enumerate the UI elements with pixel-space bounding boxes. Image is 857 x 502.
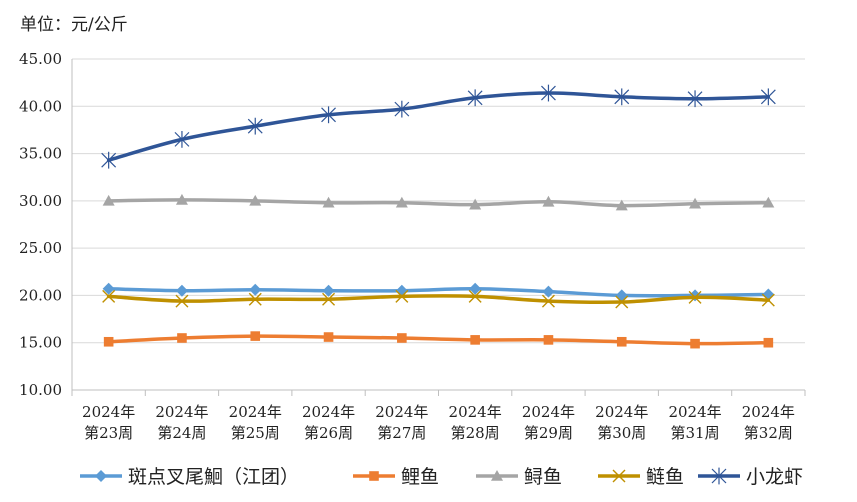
y-tick-label: 45.00	[19, 50, 62, 68]
diamond-marker	[102, 282, 115, 295]
series-4	[102, 289, 775, 309]
series-3	[102, 193, 775, 211]
diamond-marker	[249, 283, 262, 296]
x-tick-label: 2024年第28周	[449, 403, 502, 442]
asterisk-marker	[760, 88, 776, 106]
square-marker	[103, 336, 114, 347]
x-marker	[322, 292, 336, 306]
asterisk-marker	[247, 117, 263, 135]
series-line	[106, 287, 771, 298]
triangle-marker	[469, 198, 482, 210]
x-marker	[102, 289, 116, 303]
asterisk-marker	[687, 90, 703, 108]
legend-label: 鲟鱼	[524, 466, 562, 488]
legend-label: 小龙虾	[746, 466, 803, 488]
y-tick-label: 15.00	[19, 334, 62, 352]
triangle-marker	[395, 196, 408, 208]
x-tick-label: 2024年第27周	[375, 403, 428, 442]
y-tick-label: 35.00	[19, 145, 62, 163]
square-marker	[323, 332, 334, 342]
x-tick-label: 2024年第29周	[522, 403, 575, 442]
series-line	[106, 91, 771, 162]
y-tick-label: 30.00	[19, 192, 62, 210]
series-line	[106, 334, 771, 346]
x-tick-label: 2024年第30周	[595, 403, 648, 442]
x-tick-label: 2024年第32周	[742, 403, 795, 442]
x-marker	[248, 292, 262, 306]
x-marker	[175, 294, 189, 308]
diamond-marker	[689, 289, 702, 302]
legend-item-5: 小龙虾	[698, 466, 803, 488]
asterisk-marker	[711, 467, 727, 485]
diamond-marker	[322, 284, 335, 297]
triangle-marker	[689, 197, 702, 209]
legend-item-4: 鲢鱼	[598, 466, 684, 488]
series-2	[103, 331, 774, 349]
x-marker	[688, 290, 702, 304]
legend-item-2: 鲤鱼	[353, 466, 439, 488]
unit-label: 单位：元/公斤	[20, 15, 128, 35]
diamond-marker	[615, 289, 628, 302]
square-marker	[250, 331, 261, 341]
legend-label: 鲢鱼	[646, 466, 684, 488]
diamond-marker	[469, 282, 482, 295]
y-tick-label: 25.00	[19, 239, 62, 257]
square-marker	[543, 335, 554, 345]
x-tick-label: 2024年第31周	[668, 403, 721, 442]
x-tick-label: 2024年第24周	[155, 403, 208, 442]
x-tick-label: 2024年第25周	[229, 403, 282, 442]
triangle-marker	[491, 470, 503, 481]
square-marker	[177, 333, 187, 343]
asterisk-marker	[321, 106, 336, 124]
triangle-marker	[615, 199, 628, 211]
asterisk-marker	[614, 88, 630, 106]
x-marker	[761, 293, 775, 307]
legend-item-3: 鲟鱼	[476, 466, 562, 488]
x-marker	[612, 469, 626, 483]
legend-label: 斑点叉尾鮰（江团）	[128, 466, 299, 488]
series-5	[101, 84, 776, 169]
square-marker	[369, 471, 379, 481]
axes	[71, 59, 806, 396]
x-tick-label: 2024年第26周	[302, 403, 355, 442]
asterisk-marker	[101, 151, 117, 169]
diamond-marker	[542, 285, 555, 298]
square-marker	[690, 338, 700, 349]
triangle-marker	[175, 193, 188, 205]
y-tick-label: 20.00	[19, 286, 62, 304]
triangle-marker	[322, 196, 335, 208]
triangle-marker	[542, 195, 555, 207]
series-group	[101, 84, 776, 349]
x-tick-labels: 2024年第23周 2024年第24周 2024年第25周 2024年第26周 2024…	[82, 403, 795, 442]
triangle-marker	[102, 194, 115, 206]
triangle-marker	[762, 196, 775, 208]
asterisk-marker	[174, 130, 190, 148]
diamond-marker	[95, 470, 107, 482]
square-marker	[763, 337, 774, 348]
square-marker	[397, 333, 407, 343]
asterisk-marker	[467, 89, 483, 107]
x-marker	[468, 289, 482, 303]
x-marker	[615, 295, 629, 309]
series-line	[106, 198, 771, 208]
legend: 斑点叉尾鮰（江团） 鲤鱼 鲟鱼 鲢鱼 小龙虾	[80, 466, 803, 488]
x-marker	[395, 289, 409, 303]
y-tick-label: 10.00	[19, 381, 62, 399]
asterisk-marker	[394, 100, 410, 118]
diamond-marker	[175, 284, 188, 297]
triangle-marker	[249, 194, 262, 206]
x-tick-label: 2024年第23周	[82, 403, 135, 442]
y-tick-labels: 10.00 15.00 20.00 25.00 30.00 35.00 40.00 45.00	[19, 50, 62, 399]
legend-label: 鲤鱼	[401, 466, 439, 488]
asterisk-marker	[541, 84, 556, 102]
y-tick-label: 40.00	[19, 97, 62, 115]
square-marker	[470, 335, 480, 345]
legend-item-1: 斑点叉尾鮰（江团）	[80, 466, 299, 488]
x-marker	[541, 294, 555, 308]
square-marker	[616, 336, 627, 347]
series-line	[106, 294, 771, 305]
